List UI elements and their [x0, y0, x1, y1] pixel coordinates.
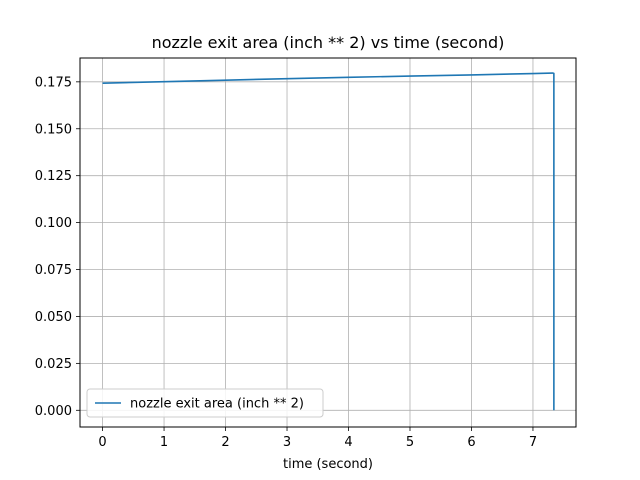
x-tick-label: 6 — [467, 435, 475, 450]
x-tick-label: 2 — [221, 435, 229, 450]
series-layer — [102, 72, 555, 411]
y-tick-label: 0.075 — [35, 263, 72, 278]
y-axis: 0.000 0.025 0.050 0.075 0.100 0.125 0.150 0.175 — [35, 75, 80, 419]
legend: nozzle exit area (inch ** 2) — [86, 388, 324, 418]
y-tick-label: 0.125 — [35, 169, 72, 184]
x-tick-label: 4 — [344, 435, 352, 450]
y-tick-label: 0.025 — [35, 357, 72, 372]
plot-area — [80, 58, 576, 427]
chart-title: nozzle exit area (inch ** 2) vs time (se… — [152, 33, 505, 52]
y-tick-label: 0.150 — [35, 122, 72, 137]
x-tick-label: 7 — [529, 435, 537, 450]
x-tick-label: 5 — [406, 435, 414, 450]
x-axis-label: time (second) — [283, 457, 373, 472]
legend-box — [86, 388, 324, 418]
plot-frame — [79, 57, 577, 428]
y-tick-label: 0.000 — [35, 404, 72, 419]
x-tick-label: 3 — [283, 435, 291, 450]
x-axis: 0 1 2 3 4 5 6 7 — [98, 427, 537, 450]
y-tick-label: 0.100 — [35, 216, 72, 231]
y-tick-label: 0.175 — [35, 75, 72, 90]
x-tick-label: 1 — [160, 435, 168, 450]
y-tick-label: 0.050 — [35, 310, 72, 325]
x-tick-label: 0 — [98, 435, 106, 450]
series-line — [102, 72, 555, 411]
legend-label: nozzle exit area (inch ** 2) — [130, 397, 304, 412]
